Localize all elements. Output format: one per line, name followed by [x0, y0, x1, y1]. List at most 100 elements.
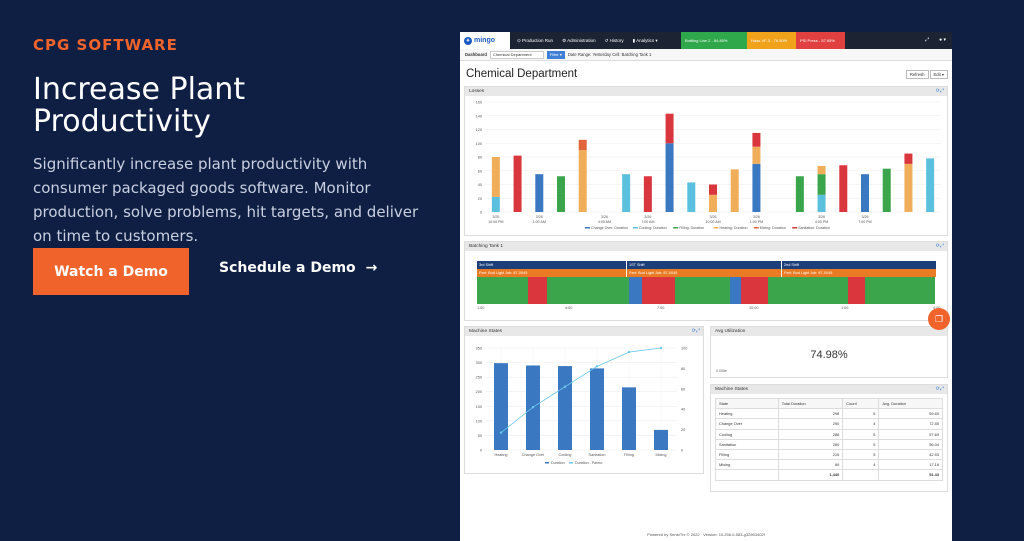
loss-bar-segment[interactable]: [687, 182, 696, 212]
loss-bar-segment[interactable]: [578, 139, 587, 151]
loss-bar-segment[interactable]: [817, 194, 826, 212]
loss-bar-segment[interactable]: [709, 194, 717, 212]
schedule-demo-link[interactable]: Schedule a Demo →: [219, 260, 377, 276]
nav-label: Administration: [567, 37, 596, 43]
state-segment[interactable]: [675, 277, 730, 304]
table-header-row: State Total Duration Count Avg. Duration: [715, 397, 943, 410]
edit-button[interactable]: Edit ▾: [929, 70, 948, 79]
loss-bar-segment[interactable]: [557, 176, 565, 212]
state-segment[interactable]: [865, 277, 935, 304]
chat-fab[interactable]: ❐: [928, 308, 950, 330]
loss-bar-segment[interactable]: [926, 158, 935, 212]
table-header-cell[interactable]: Total Duration: [777, 397, 844, 410]
run-cell[interactable]: Part: Bud Light Job: 87-0045: [782, 269, 937, 277]
eyebrow-label: CPG SOFTWARE: [33, 36, 178, 54]
x-tick-label: Sanitation: [589, 453, 606, 457]
refresh-button[interactable]: Refresh: [905, 70, 929, 79]
state-segment[interactable]: [730, 277, 741, 304]
legend-label: Mixing: Duration: [760, 226, 786, 230]
loss-bar-segment[interactable]: [709, 184, 717, 195]
loss-bar-segment[interactable]: [817, 165, 826, 175]
loss-bar-segment[interactable]: [752, 163, 761, 212]
loss-bar-segment[interactable]: [665, 143, 674, 212]
nav-label: History: [609, 37, 624, 43]
run-cell[interactable]: Part: Bud Light Job: 87-0045: [477, 269, 627, 277]
loss-bar-segment[interactable]: [752, 132, 761, 147]
state-segment[interactable]: [848, 277, 865, 304]
shift-cell[interactable]: 1ST Shift: [627, 261, 782, 269]
legend-swatch: [545, 462, 549, 464]
loss-bar-segment[interactable]: [795, 176, 804, 212]
state-segment[interactable]: [528, 277, 547, 304]
state-segment[interactable]: [629, 277, 642, 304]
loss-bar-segment[interactable]: [665, 113, 674, 144]
nav-administration[interactable]: ⚙ Administration: [562, 37, 596, 43]
machine-state-bar[interactable]: [558, 366, 572, 450]
loss-bar-segment[interactable]: [752, 146, 761, 164]
loss-bar-segment[interactable]: [535, 174, 544, 212]
user-icon[interactable]: ● ▾: [939, 37, 946, 43]
state-segment[interactable]: [768, 277, 848, 304]
machine-state-bar[interactable]: [654, 429, 668, 450]
app-logo[interactable]: ✦ mingo: [460, 32, 510, 49]
state-segment[interactable]: [477, 277, 528, 304]
pareto-point[interactable]: [659, 346, 663, 350]
loss-bar-segment[interactable]: [861, 174, 869, 212]
nav-analytics[interactable]: ▮ Analytics ▾: [632, 37, 658, 43]
pareto-point[interactable]: [627, 350, 631, 354]
table-header-cell[interactable]: Avg. Duration: [878, 397, 943, 410]
batching-timeline: 3rd Shift 1ST Shift 2nd Shift Part: Bud Li…: [477, 261, 940, 310]
axis-label: 7:00: [657, 306, 665, 310]
loss-bar-segment[interactable]: [730, 169, 739, 212]
y-tick-label: 300: [476, 361, 482, 365]
state-segment[interactable]: [642, 277, 675, 304]
loss-bar-segment[interactable]: [904, 153, 913, 164]
table-header-cell[interactable]: State: [715, 397, 779, 410]
nav-history[interactable]: ↺ History: [604, 37, 624, 43]
loss-bar-segment[interactable]: [904, 163, 913, 212]
run-cell[interactable]: Part: Bud Light Job: 87-0045: [627, 269, 782, 277]
dashboard-select[interactable]: Chemical Department: [489, 50, 544, 59]
shift-cell[interactable]: 2nd Shift: [782, 261, 937, 269]
date-range-text: Date Range: Yesterday Cell: Batching Tan…: [567, 52, 652, 57]
loss-bar-segment[interactable]: [513, 155, 522, 212]
loss-bar-segment[interactable]: [817, 174, 826, 195]
machine-state-bar[interactable]: [590, 368, 604, 450]
state-segment[interactable]: [547, 277, 629, 304]
status-badge-haas[interactable]: Haas VF-3 - 76.50%: [747, 32, 796, 49]
table-cell: 59.60: [878, 408, 943, 420]
table-header-cell[interactable]: Count: [842, 397, 880, 410]
nav-production-run[interactable]: ⊙ Production Run: [517, 37, 554, 43]
loss-bar-segment[interactable]: [643, 176, 652, 212]
table-cell: 42.93: [878, 448, 943, 461]
table-cell: 4: [842, 418, 880, 430]
loss-bar-segment[interactable]: [839, 165, 848, 212]
panel-expand-icon[interactable]: ⟳⤢: [935, 88, 944, 94]
machine-state-bar[interactable]: [494, 363, 508, 450]
pareto-point[interactable]: [595, 365, 599, 368]
panel-expand-icon[interactable]: ⟳⤢: [935, 243, 944, 249]
machine-state-bar[interactable]: [622, 387, 636, 450]
pareto-point[interactable]: [499, 431, 503, 434]
loss-bar-segment[interactable]: [491, 196, 500, 212]
watch-demo-button[interactable]: Watch a Demo: [33, 248, 189, 295]
panel-expand-icon[interactable]: ⟳⤢: [691, 328, 700, 334]
table-cell: [842, 469, 880, 481]
status-badge-bottling[interactable]: Bottling Line 2 - 84.80%: [681, 32, 747, 49]
loss-bar-segment[interactable]: [578, 150, 587, 212]
legend-swatch: [792, 227, 798, 229]
legend-label: Duration: [551, 461, 565, 465]
filter-button[interactable]: Filter ▾: [546, 50, 565, 59]
pareto-point[interactable]: [531, 405, 535, 409]
shift-cell[interactable]: 3rd Shift: [477, 261, 627, 269]
table-cell: 298: [777, 408, 844, 420]
state-segment[interactable]: [741, 277, 768, 304]
loss-bar-segment[interactable]: [491, 157, 500, 197]
dashboard-select-value: Chemical Department: [492, 52, 532, 57]
expand-icon[interactable]: ⤢: [925, 37, 930, 43]
pareto-point[interactable]: [563, 385, 567, 388]
loss-bar-segment[interactable]: [622, 174, 631, 212]
status-badge-press[interactable]: PSI Press - 57.65%: [796, 32, 845, 49]
panel-expand-icon[interactable]: ⟳⤢: [935, 386, 944, 392]
loss-bar-segment[interactable]: [882, 168, 891, 212]
